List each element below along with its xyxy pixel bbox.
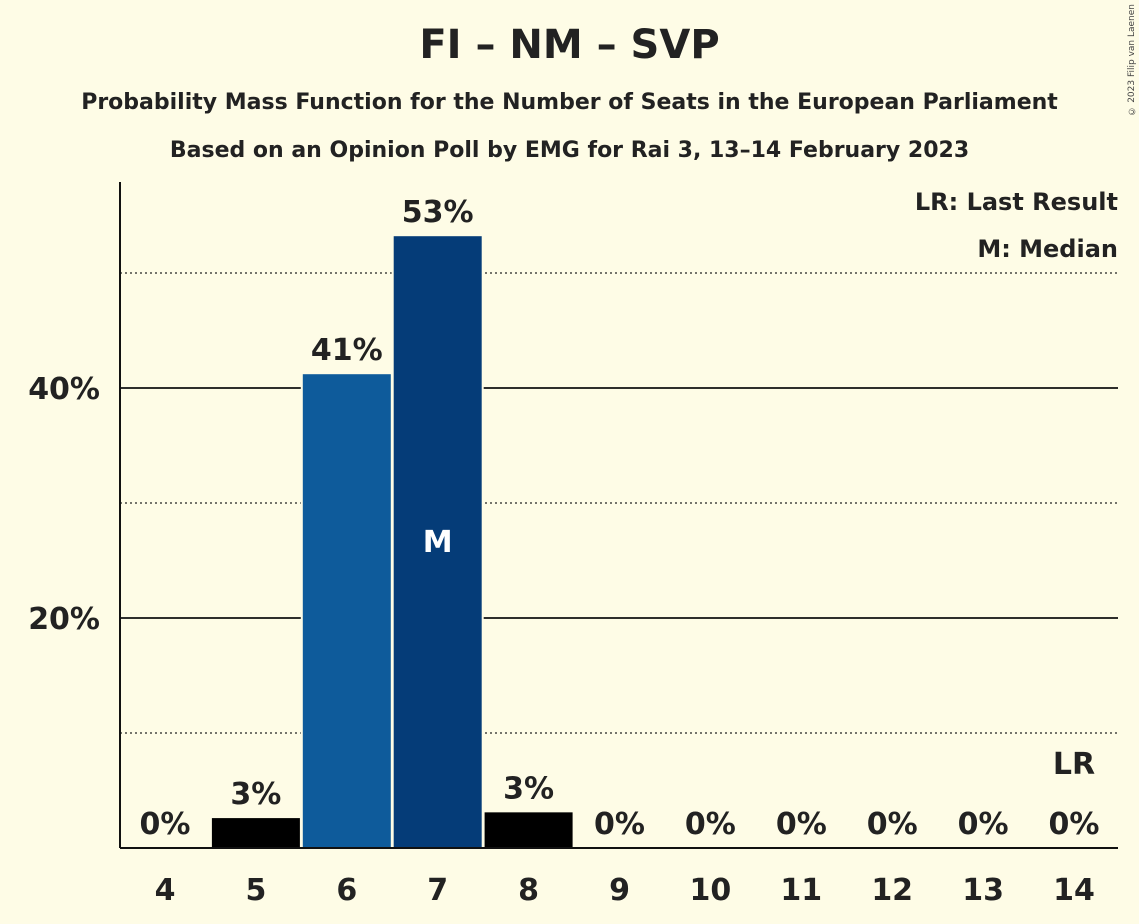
data-label: 3% [503,771,554,806]
data-label: 0% [685,807,736,842]
bar-seats-6 [302,374,391,848]
data-label: 0% [594,807,645,842]
x-tick-label: 5 [245,873,266,908]
bar-seats-7 [393,236,482,848]
bar-seats-8 [484,812,573,848]
chart-subtitle: Probability Mass Function for the Number… [81,90,1058,115]
x-tick-label: 6 [336,873,357,908]
data-label: 53% [402,195,474,230]
data-label: 0% [1049,807,1100,842]
x-tick-label: 13 [962,873,1004,908]
chart-subtitle-source: Based on an Opinion Poll by EMG for Rai … [169,138,970,163]
last-result-marker: LR [1053,747,1095,782]
x-tick-label: 10 [690,873,732,908]
data-label: 0% [140,807,191,842]
x-tick-label: 12 [871,873,913,908]
data-label: 0% [867,807,918,842]
x-tick-label: 11 [780,873,822,908]
x-tick-label: 7 [427,873,448,908]
bars [209,234,575,848]
x-tick-label: 14 [1053,873,1095,908]
data-label: 0% [776,807,827,842]
chart-title: FI – NM – SVP [419,22,720,68]
legend-median: M: Median [977,235,1118,263]
x-tick-label: 9 [609,873,630,908]
data-label: 41% [311,333,383,368]
x-tick-label: 8 [518,873,539,908]
bar-seats-5 [211,818,300,848]
legend: LR: Last Result M: Median [915,188,1118,263]
y-tick-label: 20% [28,602,100,637]
data-labels: 0% 3% 41% 53% M 3% 0% 0% 0% 0% 0% 0% LR [140,195,1100,842]
median-marker: M [423,525,453,560]
data-label: 3% [230,777,281,812]
y-tick-label: 40% [28,372,100,407]
legend-last-result: LR: Last Result [915,188,1118,216]
data-label: 0% [958,807,1009,842]
axes: 20% 40% 4 5 6 7 8 9 10 11 12 13 14 [28,182,1118,908]
x-tick-label: 4 [155,873,176,908]
gridlines [120,272,1118,734]
